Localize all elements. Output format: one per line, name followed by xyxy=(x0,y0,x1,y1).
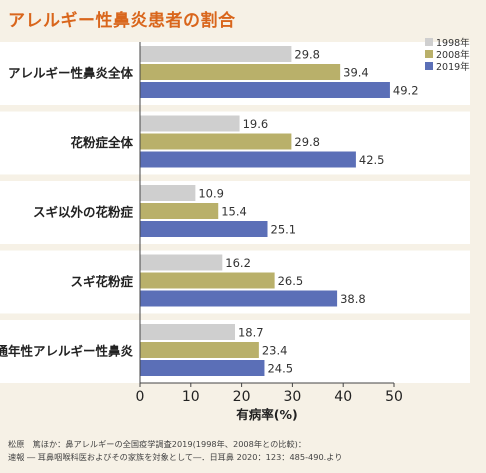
data-label: 26.5 xyxy=(278,274,304,288)
data-label: 42.5 xyxy=(359,153,385,167)
category-label: アレルギー性鼻炎全体 xyxy=(8,66,134,81)
legend-swatch xyxy=(425,62,433,70)
x-tick-label: 0 xyxy=(136,389,145,405)
data-label: 10.9 xyxy=(198,187,224,201)
bar xyxy=(140,324,235,340)
bar xyxy=(140,185,196,201)
legend-label: 2008年 xyxy=(436,49,470,61)
data-label: 38.8 xyxy=(340,292,366,306)
bar xyxy=(140,360,265,376)
legend-label: 1998年 xyxy=(436,37,470,49)
data-label: 25.1 xyxy=(271,223,297,237)
chart-title: アレルギー性鼻炎患者の割合 xyxy=(8,11,236,31)
bar xyxy=(140,82,390,98)
x-tick-label: 10 xyxy=(182,389,200,405)
category-label: 通年性アレルギー性鼻炎 xyxy=(0,344,133,359)
x-axis-title: 有病率(%) xyxy=(236,407,297,422)
bar xyxy=(140,342,259,358)
bar xyxy=(140,221,268,237)
data-label: 39.4 xyxy=(343,66,369,80)
data-label: 23.4 xyxy=(262,344,288,358)
bar xyxy=(140,151,356,168)
category-label: スギ花粉症 xyxy=(70,274,133,289)
data-label: 15.4 xyxy=(221,205,247,219)
bar xyxy=(140,46,292,62)
source-line-1: 松原 篤ほか：鼻アレルギーの全国疫学調査2019(1998年、2008年との比較… xyxy=(8,439,307,449)
x-tick-label: 30 xyxy=(283,389,301,405)
bar xyxy=(140,254,223,271)
bar xyxy=(140,203,219,219)
data-label: 29.8 xyxy=(294,48,320,62)
source-line-2: 速報 ― 耳鼻咽喉科医およびその家族を対象として―．日耳鼻 2020：123：4… xyxy=(8,452,343,462)
data-label: 18.7 xyxy=(238,326,264,340)
legend-swatch xyxy=(425,38,433,46)
bar xyxy=(140,272,275,289)
data-label: 49.2 xyxy=(393,84,419,98)
x-tick-label: 20 xyxy=(233,389,251,405)
data-label: 16.2 xyxy=(225,256,251,270)
category-label: スギ以外の花粉症 xyxy=(33,205,134,220)
bar xyxy=(140,115,240,132)
bar-chart: アレルギー性鼻炎全体 29.8 39.4 49.2 花粉症全体 19.6 29.8 42.5 ス… xyxy=(0,37,470,422)
data-label: 19.6 xyxy=(243,117,269,131)
bar xyxy=(140,64,341,80)
data-label: 29.8 xyxy=(294,135,320,149)
legend-label: 2019年 xyxy=(436,61,470,73)
x-tick-label: 50 xyxy=(385,389,403,405)
data-label: 24.5 xyxy=(267,362,293,376)
source-citation: 松原 篤ほか：鼻アレルギーの全国疫学調査2019(1998年、2008年との比較… xyxy=(8,438,478,464)
legend-swatch xyxy=(425,50,433,58)
x-tick-label: 40 xyxy=(334,389,352,405)
bar xyxy=(140,290,338,307)
category-label: 花粉症全体 xyxy=(70,135,133,150)
bar xyxy=(140,133,292,150)
